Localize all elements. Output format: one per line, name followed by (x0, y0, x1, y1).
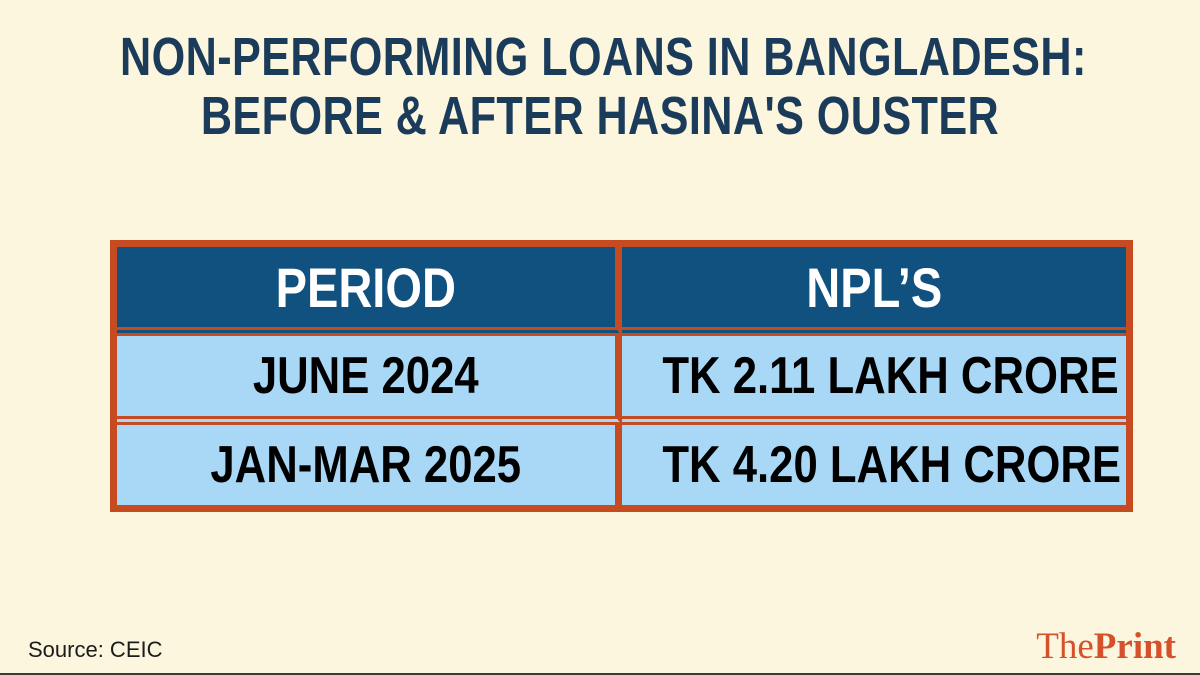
theprint-logo-print: Print (1093, 626, 1176, 667)
cell-period-june-2024: JUNE 2024 (117, 336, 622, 425)
table-row: JAN-MAR 2025 TK 4.20 LAKH CRORE (117, 425, 1126, 505)
table-header-row: PERIOD NPL’S (117, 247, 1126, 336)
cell-npl-june-2024-text: TK 2.11 LAKH CRORE (661, 347, 1119, 405)
table-body: JUNE 2024 TK 2.11 LAKH CRORE JAN-MAR 202… (117, 336, 1126, 505)
theprint-logo: ThePrint (1036, 628, 1176, 665)
table-header-npls-label: NPL’S (805, 255, 942, 319)
table-row: JUNE 2024 TK 2.11 LAKH CRORE (117, 336, 1126, 425)
cell-npl-jan-mar-2025: TK 4.20 LAKH CRORE (621, 425, 1126, 505)
table-header-period-label: PERIOD (275, 255, 456, 319)
bottom-edge-line (0, 673, 1200, 675)
npl-data-table: PERIOD NPL’S JUNE 2024 TK 2.11 LAKH CROR… (110, 240, 1133, 512)
source-credit: Source: CEIC (28, 637, 163, 662)
cell-npl-june-2024: TK 2.11 LAKH CRORE (621, 336, 1126, 425)
cell-period-jan-mar-2025-text: JAN-MAR 2025 (210, 436, 522, 494)
cell-period-june-2024-text: JUNE 2024 (252, 347, 479, 405)
title-line-1: NON-PERFORMING LOANS IN BANGLADESH: (120, 27, 1087, 87)
cell-npl-jan-mar-2025-text: TK 4.20 LAKH CRORE (661, 436, 1121, 494)
page-title: NON-PERFORMING LOANS IN BANGLADESH: BEFO… (0, 27, 1200, 147)
theprint-logo-the: The (1036, 626, 1094, 667)
table-header-period: PERIOD (117, 247, 622, 336)
table-header-npls: NPL’S (621, 247, 1126, 336)
title-line-2: BEFORE & AFTER HASINA'S OUSTER (200, 86, 1000, 147)
table-head: PERIOD NPL’S (117, 247, 1126, 336)
cell-period-jan-mar-2025: JAN-MAR 2025 (117, 425, 622, 505)
